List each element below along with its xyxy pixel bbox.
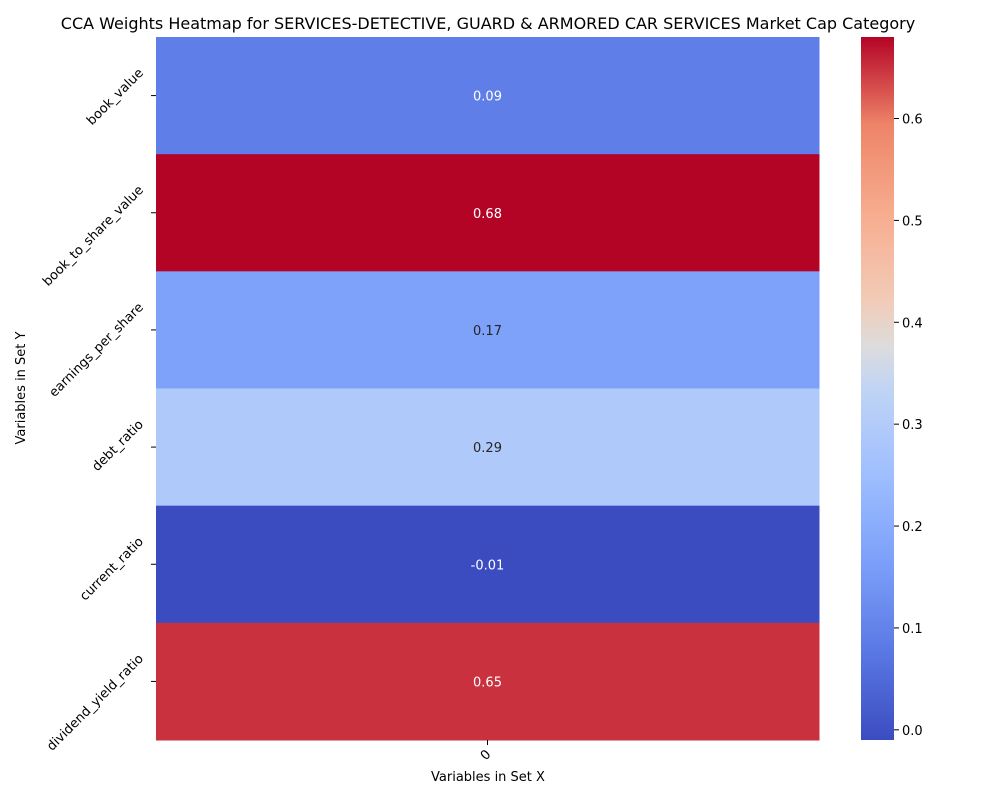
cell-value-label: 0.68 [473, 207, 502, 222]
y-tick-label: book_value [84, 66, 147, 129]
x-axis-label: Variables in Set X [431, 770, 545, 785]
chart-title: CCA Weights Heatmap for SERVICES-DETECTI… [61, 14, 915, 33]
y-tick-label: earnings_per_share [47, 300, 147, 400]
heatmap-cell [156, 37, 820, 155]
colorbar-tick-label: 0.6 [902, 113, 923, 128]
heatmap-cell [156, 154, 820, 272]
x-tick-label: 0 [478, 747, 494, 763]
cell-value-label: -0.01 [471, 558, 505, 573]
y-axis-label: Variables in Set Y [14, 331, 29, 444]
y-axis: book_value book_to_share_valueearnings_pe… [40, 66, 156, 754]
colorbar-tick-label: 0.1 [902, 622, 923, 637]
colorbar-gradient [861, 37, 894, 740]
colorbar-tick-label: 0.0 [902, 724, 923, 739]
heatmap-cell [156, 388, 820, 507]
y-tick-label: book_to_share_value [40, 183, 147, 290]
heatmap-cells: 0.09 0.68 0.17 0.29 -0.01 0.65 [156, 37, 820, 741]
y-tick-label: current_ratio [77, 534, 147, 604]
cell-value-label: 0.17 [473, 324, 502, 339]
colorbar-tick-label: 0.5 [902, 214, 923, 229]
cell-value-label: 0.29 [473, 441, 502, 456]
colorbar-tick-label: 0.3 [902, 418, 923, 433]
colorbar-ticks: 0.0 0.1 0.2 0.3 0.4 0.5 0.6 [894, 113, 923, 739]
x-axis: 0 [478, 740, 494, 764]
colorbar: 0.0 0.1 0.2 0.3 0.4 0.5 0.6 [861, 37, 923, 740]
heatmap-cell [156, 271, 820, 389]
cell-value-label: 0.09 [473, 90, 502, 105]
colorbar-tick-label: 0.4 [902, 316, 923, 331]
cell-value-label: 0.65 [473, 675, 502, 690]
y-tick-label: dividend_yield_ratio [44, 652, 147, 755]
y-tick-label: debt_ratio [89, 417, 146, 474]
heatmap-cell [156, 622, 820, 741]
heatmap-cell [156, 505, 820, 624]
colorbar-tick-label: 0.2 [902, 520, 923, 535]
